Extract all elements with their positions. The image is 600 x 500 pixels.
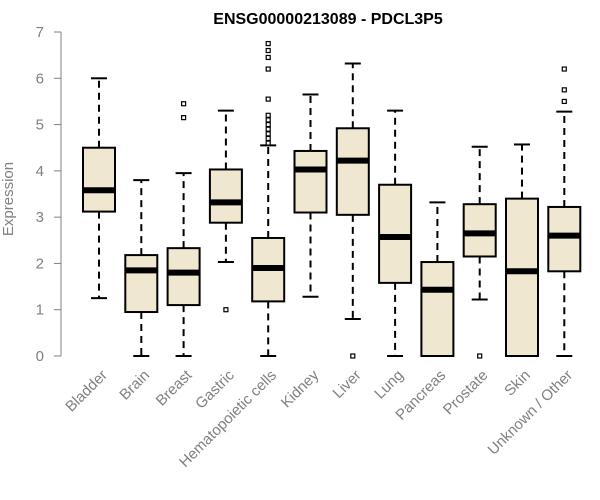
x-tick-label: Prostate [440,367,492,419]
outlier-point [265,54,271,61]
box-prostate [462,145,497,359]
outlier-point [265,126,271,132]
box-brain [124,179,159,357]
outlier-point [265,135,271,142]
outlier-point [561,98,567,105]
boxes-group [82,40,582,359]
iqr-box [82,146,116,213]
iqr-box [420,261,455,358]
outlier-point [223,307,229,313]
iqr-box [335,127,370,216]
outlier-point [265,112,271,118]
box-skin [505,143,539,357]
iqr-box [208,168,243,224]
iqr-box [166,247,201,307]
box-liver [335,62,370,359]
outlier-point [265,40,271,47]
outlier-point [477,353,483,359]
outlier-point [265,66,271,72]
y-axis-title: Expression [0,162,17,236]
box-kidney [293,93,328,298]
outlier-point [181,115,187,121]
iqr-box [462,203,497,258]
iqr-box [124,254,159,314]
box-unknown-other [547,66,582,357]
y-axis: 0 1 2 3 4 5 6 7 [36,24,62,365]
x-tick-label: Breast [153,366,196,409]
y-tick-label: 4 [36,163,44,180]
outlier-point [181,101,187,107]
box-gastric [208,109,243,313]
x-tick-label: Brain [116,367,153,404]
outlier-point [265,121,271,128]
outlier-point [561,66,567,72]
outlier-point [561,87,567,93]
x-tick-label: Lung [371,367,407,403]
y-tick-label: 5 [36,117,44,134]
box-lung [378,109,413,357]
chart-title: ENSG00000213089 - PDCL3P5 [213,11,443,28]
box-pancreas [420,201,455,358]
box-hematopoietic-cells [251,40,286,357]
x-tick-label: Bladder [62,367,111,416]
outlier-point [265,47,271,54]
y-tick-label: 6 [36,70,44,87]
y-tick-label: 3 [36,209,44,226]
y-tick-label: 2 [36,255,44,272]
x-tick-label: Kidney [278,366,323,411]
iqr-box [547,205,582,273]
outlier-point [350,353,356,359]
outlier-point [265,140,271,146]
x-tick-label: Skin [501,367,534,400]
box-bladder [82,77,116,300]
y-tick-label: 7 [36,24,44,41]
iqr-box [505,197,539,357]
outlier-point [265,117,271,123]
outlier-point [265,131,271,137]
box-breast [166,101,201,357]
iqr-box [293,149,328,214]
outlier-point [265,96,271,102]
x-tick-label: Liver [330,367,365,402]
y-tick-label: 0 [36,348,44,365]
y-tick-label: 1 [36,302,44,319]
iqr-box [378,183,413,284]
